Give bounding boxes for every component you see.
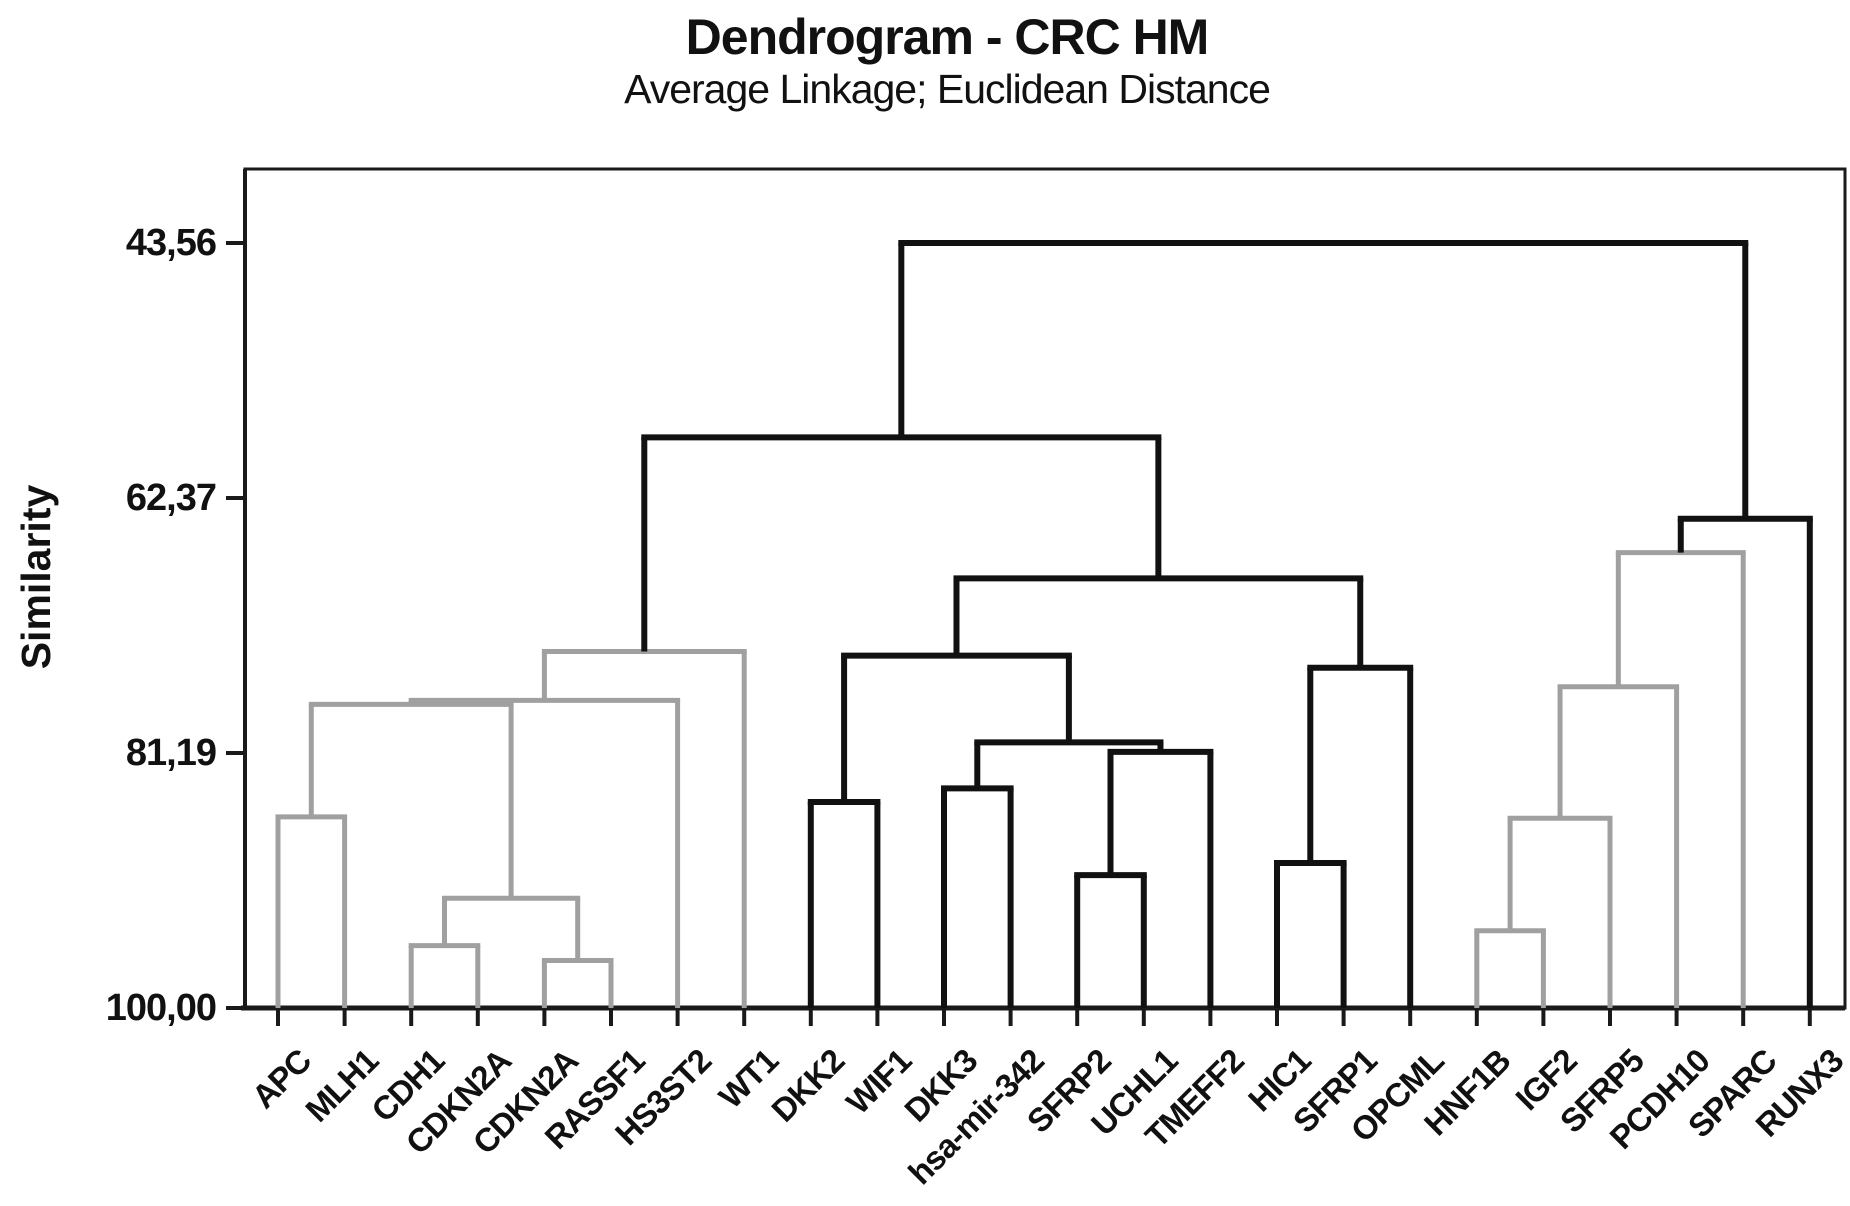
merge-M18 bbox=[1474, 928, 1546, 1008]
merge-M11 bbox=[1107, 748, 1214, 1008]
chart-title: Dendrogram - CRC HM bbox=[685, 9, 1210, 65]
merge-M10 bbox=[1074, 872, 1147, 1008]
merge-M5 bbox=[308, 701, 514, 899]
chart-subtitle: Average Linkage; Euclidean Distance bbox=[624, 66, 1271, 112]
y-tick-label: 43,56 bbox=[125, 222, 217, 264]
merge-M21 bbox=[1615, 550, 1746, 1008]
merge-M9 bbox=[941, 785, 1014, 1008]
y-axis-label: Similarity bbox=[13, 484, 59, 670]
merge-M19 bbox=[1507, 815, 1613, 1008]
merge-M4 bbox=[442, 895, 581, 961]
merge-M20 bbox=[1557, 684, 1680, 1008]
merge-M8 bbox=[807, 798, 881, 1008]
merge-M14 bbox=[1307, 664, 1414, 1008]
merge-M23 bbox=[898, 240, 1749, 519]
merge-M3 bbox=[541, 958, 614, 1008]
y-tick-label: 81,19 bbox=[125, 732, 217, 775]
plot-frame bbox=[243, 167, 1847, 1010]
y-tick-label: 62,37 bbox=[125, 476, 217, 519]
merge-M13 bbox=[1274, 859, 1347, 1008]
merge-M15 bbox=[841, 652, 1072, 802]
y-tick-label: 100,00 bbox=[105, 987, 217, 1029]
merge-M17 bbox=[641, 434, 1162, 652]
merge-M2 bbox=[408, 943, 481, 1008]
merge-M1 bbox=[275, 814, 348, 1008]
merge-M7 bbox=[541, 649, 747, 1008]
